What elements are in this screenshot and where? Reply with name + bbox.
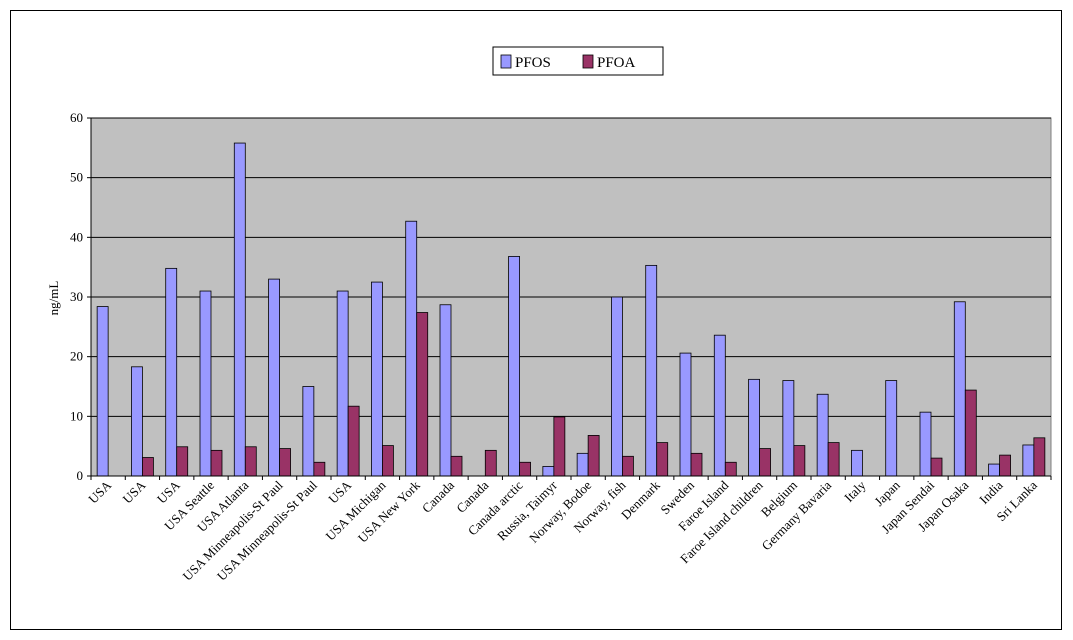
bar-pfoa (450, 455, 463, 477)
y-tick-label: 20 (70, 349, 83, 364)
bar-pfos (576, 452, 589, 477)
bar-pfos (131, 366, 143, 477)
bar-pfos (268, 278, 280, 477)
bar-pfoa (999, 454, 1011, 477)
legend-swatch-pfoa (582, 54, 594, 69)
bar-pfos (405, 220, 418, 477)
bar-pfoa (930, 457, 943, 477)
bar-pfos (233, 142, 246, 477)
bar-pfos (816, 393, 829, 477)
bar-pfos (542, 466, 555, 477)
legend-label-pfoa: PFOA (597, 55, 636, 71)
bar-pfos (851, 449, 863, 477)
bar-pfos (508, 256, 520, 477)
bar-pfos (885, 380, 898, 477)
bar-pfoa (484, 449, 497, 477)
bar-pfos (439, 304, 452, 477)
bar-pfos (611, 296, 623, 477)
bar-pfoa (759, 448, 771, 477)
bar-pfos (782, 380, 795, 477)
y-tick-label: 50 (70, 170, 83, 185)
y-tick-label: 0 (77, 468, 84, 483)
x-tick-label: Italy (841, 477, 869, 505)
bar-pfoa (416, 312, 429, 477)
bar-pfoa (827, 442, 840, 477)
x-tick-label: USA (154, 477, 183, 506)
bar-pfos (679, 352, 692, 477)
bar-pfos (165, 267, 178, 477)
bar-pfoa (210, 449, 223, 477)
x-tick-label: India (976, 477, 1006, 507)
bar-pfos (1022, 444, 1035, 477)
plot-area (90, 117, 1052, 477)
bar-pfos (988, 463, 1000, 477)
bar-pfos (919, 411, 932, 477)
bar-pfoa (519, 461, 531, 477)
y-tick-label: 30 (70, 289, 83, 304)
bar-pfoa (382, 445, 394, 477)
bar-pfoa (1033, 437, 1046, 477)
bar-pfos (748, 378, 760, 477)
bar-pfoa (176, 446, 189, 477)
bar-pfoa (622, 455, 634, 477)
bar-pfoa (313, 461, 326, 477)
bar-pfos (645, 264, 658, 477)
y-tick-label: 60 (70, 110, 83, 125)
bar-pfos (371, 281, 383, 477)
bar-pfoa (142, 457, 154, 477)
bar-pfos (953, 301, 966, 477)
y-tick-label: 10 (70, 408, 83, 423)
bar-pfoa (347, 405, 360, 477)
bar-pfoa (244, 446, 257, 477)
bar-pfoa (656, 442, 669, 477)
x-tick-label: USA (85, 477, 114, 506)
legend-label-pfos: PFOS (515, 55, 551, 71)
x-tick-label: USA (325, 477, 354, 506)
bar-pfoa (279, 448, 291, 477)
y-axis: 0 10 20 30 40 50 60 (70, 110, 92, 483)
legend: PFOS PFOA (492, 46, 664, 76)
bar-pfos (713, 334, 726, 477)
chart-frame: PFOS PFOA 0 10 20 30 40 50 60 USA USA USA USA Seat… (10, 10, 1062, 630)
bar-pfos (302, 386, 315, 477)
bar-pfoa (964, 389, 977, 477)
bar-pfos (199, 290, 212, 477)
bar-pfos (96, 306, 109, 477)
y-axis-label: ng/mL (46, 281, 61, 316)
x-tick-label: Denmark (618, 477, 663, 522)
x-tick-label: USA (120, 477, 149, 506)
bar-pfoa (724, 461, 737, 477)
y-tick-label: 40 (70, 229, 83, 244)
bar-pfoa (690, 452, 703, 477)
bar-pfoa (793, 445, 806, 477)
bar-pfoa (553, 416, 566, 477)
legend-box (492, 46, 664, 76)
x-tick-label: Canada (419, 477, 457, 515)
bar-pfoa (587, 435, 600, 477)
bar-pfos (336, 290, 349, 477)
legend-swatch-pfos (500, 54, 512, 69)
